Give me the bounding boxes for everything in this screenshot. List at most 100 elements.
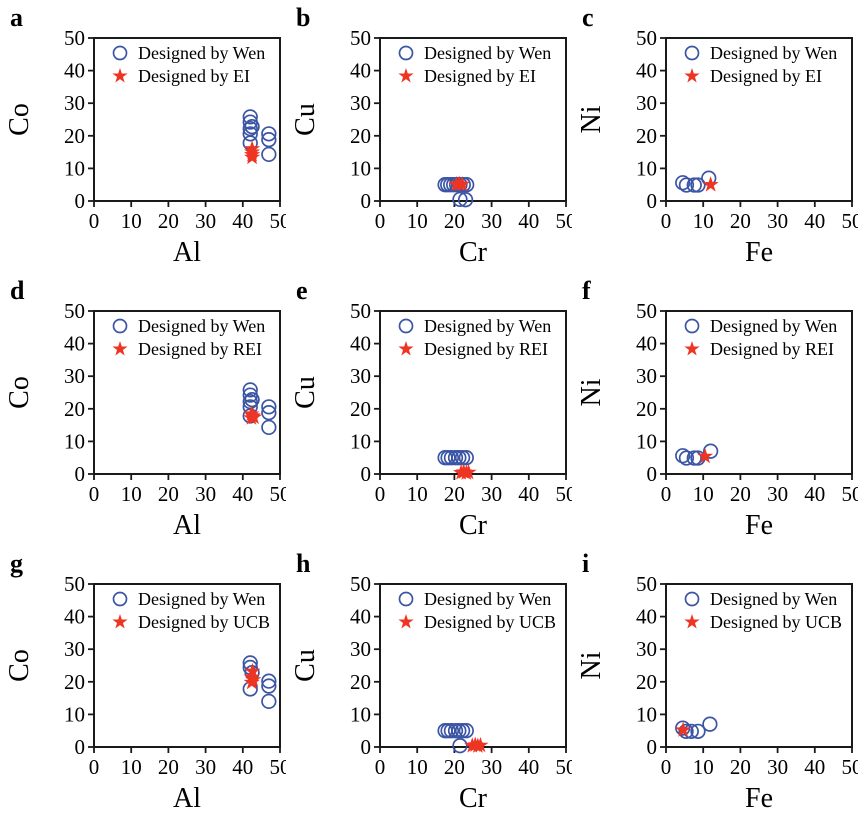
y-axis-tick-label: 40	[636, 332, 657, 356]
legend-circle-marker-icon	[112, 45, 128, 61]
x-axis-tick-label: 50	[842, 209, 858, 233]
y-axis-tick-label: 10	[64, 156, 85, 180]
y-axis-tick-label: 30	[636, 637, 657, 661]
panel-e: e 0 10 20 30 40 50 0 10 20 30 40 50 Cr Cu Designed by W…	[286, 273, 572, 546]
scatter-plot: f 0 10 20 30 40 50 0 10 20 30 40 50 Fe Ni Designed by W…	[576, 276, 858, 541]
x-axis-tick-label: 10	[407, 482, 428, 506]
y-axis-tick-label: 0	[647, 189, 658, 213]
x-axis-title: Al	[173, 783, 201, 814]
panel-letter: i	[582, 549, 589, 578]
y-axis-tick-label: 10	[64, 429, 85, 453]
x-axis-tick-label: 50	[842, 482, 858, 506]
y-axis-tick-label: 0	[647, 735, 658, 759]
data-point-circle	[686, 450, 702, 466]
data-point-circle	[675, 175, 691, 191]
x-axis-tick-label: 40	[804, 755, 825, 779]
y-axis-tick-label: 20	[636, 670, 657, 694]
plot-border	[379, 310, 567, 475]
data-point-circle	[678, 177, 695, 193]
y-axis-title: Cu	[290, 376, 321, 409]
data-point-circle	[261, 146, 277, 163]
y-axis-tick-label: 40	[350, 59, 371, 83]
y-axis-tick-label: 20	[64, 124, 85, 148]
legend-circle-marker-icon	[398, 318, 414, 334]
data-point-circle	[451, 723, 467, 739]
data-point-circle	[261, 399, 277, 415]
legend-item-label: Designed by EI	[138, 66, 250, 86]
data-point-star	[243, 673, 260, 690]
y-axis-tick-label: 20	[350, 397, 371, 421]
panel-b: b 0 10 20 30 40 50 0 10 20 30 40 50 Cr Cu Designed by W…	[286, 0, 572, 273]
y-axis-title: Co	[4, 649, 35, 682]
y-axis-title: Ni	[576, 651, 607, 679]
data-point-circle	[678, 723, 694, 740]
x-axis-tick-label: 50	[270, 755, 287, 779]
y-axis-tick-label: 30	[64, 91, 85, 115]
x-axis-title: Fe	[745, 783, 773, 814]
data-point-circle	[261, 673, 277, 689]
y-axis-title: Ni	[576, 105, 607, 133]
legend-item-label: Designed by Wen	[710, 589, 837, 609]
legend-circle-marker-icon	[684, 591, 700, 607]
scatter-plot: g 0 10 20 30 40 50 0 10 20 30 40 50 Al Co Designed by W…	[4, 549, 287, 814]
y-axis-title: Co	[4, 103, 35, 136]
x-axis-tick-label: 20	[158, 755, 179, 779]
y-axis-tick-label: 50	[636, 572, 657, 596]
x-axis-tick-label: 20	[444, 209, 465, 233]
panel-h: h 0 10 20 30 40 50 0 10 20 30 40 50 Cr Cu Designed by W…	[286, 546, 572, 819]
x-axis-tick-label: 0	[661, 755, 672, 779]
data-point-circle	[690, 177, 706, 193]
x-axis-tick-label: 40	[804, 482, 825, 506]
panel-g: g 0 10 20 30 40 50 0 10 20 30 40 50 Al Co Designed by W…	[0, 546, 286, 819]
legend-circle-marker-icon	[112, 318, 128, 334]
x-axis-tick-label: 50	[842, 755, 858, 779]
x-axis-tick-label: 30	[767, 755, 788, 779]
x-axis-tick-label: 20	[444, 482, 465, 506]
x-axis-tick-label: 0	[661, 209, 672, 233]
data-point-circle	[454, 450, 471, 466]
scatter-plot: h 0 10 20 30 40 50 0 10 20 30 40 50 Cr Cu Designed by W…	[290, 549, 573, 814]
legend-star-marker-icon	[112, 68, 128, 83]
legend-circle-marker-icon	[398, 45, 414, 61]
y-axis-tick-label: 30	[350, 364, 371, 388]
y-axis-title: Co	[4, 376, 35, 409]
legend-item-label: Designed by EI	[710, 66, 822, 86]
legend-item-label: Designed by EI	[424, 66, 536, 86]
y-axis-title: Ni	[576, 378, 607, 406]
x-axis-tick-label: 0	[89, 209, 100, 233]
x-axis-tick-label: 10	[693, 209, 714, 233]
x-axis-tick-label: 20	[158, 209, 179, 233]
x-axis-tick-label: 10	[407, 209, 428, 233]
x-axis-tick-label: 0	[375, 755, 386, 779]
data-point-circle	[261, 405, 277, 421]
x-axis-tick-label: 20	[158, 482, 179, 506]
legend-star-marker-icon	[112, 614, 128, 629]
x-axis-tick-label: 30	[767, 209, 788, 233]
data-point-circle	[686, 177, 702, 193]
legend-item-label: Designed by UCB	[424, 612, 556, 632]
x-axis-tick-label: 20	[730, 755, 751, 779]
x-axis-tick-label: 0	[661, 482, 672, 506]
y-axis-tick-label: 50	[350, 299, 371, 323]
data-point-circle	[242, 109, 258, 125]
y-axis-tick-label: 20	[64, 397, 85, 421]
y-axis-tick-label: 50	[64, 299, 85, 323]
data-point-star	[454, 175, 471, 192]
data-point-circle	[452, 191, 468, 208]
y-axis-tick-label: 40	[64, 332, 85, 356]
plot-border	[665, 37, 853, 202]
legend-star-marker-icon	[684, 68, 700, 83]
y-axis-tick-label: 0	[361, 462, 372, 486]
x-axis-tick-label: 40	[232, 209, 253, 233]
data-point-circle	[244, 392, 260, 408]
x-axis-tick-label: 50	[556, 755, 573, 779]
x-axis-tick-label: 10	[693, 755, 714, 779]
data-point-circle	[457, 192, 474, 208]
y-axis-tick-label: 50	[350, 572, 371, 596]
data-point-circle	[675, 448, 691, 464]
y-axis-tick-label: 40	[64, 59, 85, 83]
data-point-star	[244, 662, 261, 679]
data-point-circle	[452, 738, 468, 754]
legend-item-label: Designed by Wen	[138, 316, 265, 336]
x-axis-tick-label: 20	[730, 209, 751, 233]
